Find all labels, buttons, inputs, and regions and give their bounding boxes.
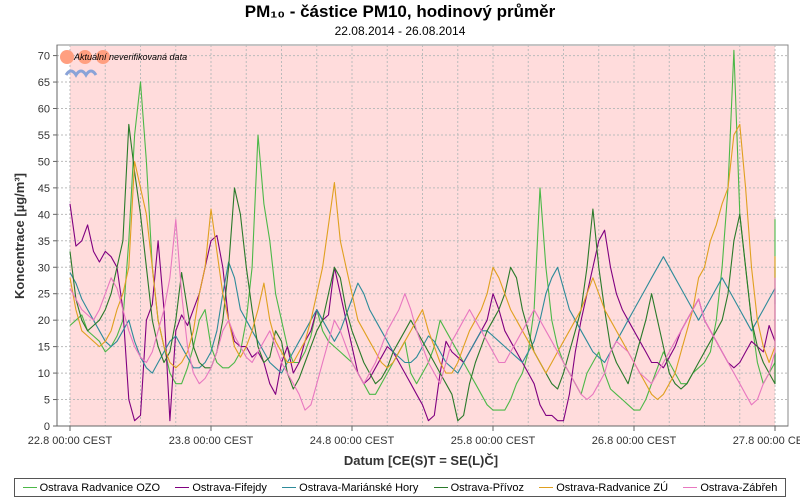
chart-plot: 0 5 10 15 20 25 30 35 40 45 50 55 60 65 70 22.8 00:00 C… [12, 44, 800, 468]
y-tick-label: 40 [38, 209, 50, 221]
x-tick-label: 23.8 00:00 CEST [169, 435, 254, 447]
legend-label: Ostrava-Fifejdy [192, 481, 267, 494]
series-line [69, 219, 776, 411]
wave-icon [64, 69, 98, 78]
legend-label: Ostrava-Přívoz [450, 481, 524, 494]
series-line [69, 123, 776, 401]
annotation-marker-3 [96, 50, 110, 64]
y-axis-title: Koncentrace [µg/m³] [12, 173, 27, 299]
legend: Ostrava Radvanice OZO Ostrava-Fifejdy Ostr… [14, 478, 786, 497]
series-line [69, 203, 776, 422]
series-line [69, 123, 776, 422]
legend-item: Ostrava Radvanice OZO [22, 481, 161, 494]
legend-label: Ostrava-Mariánské Hory [299, 481, 419, 494]
y-tick-label: 60 [38, 104, 50, 116]
legend-item: Ostrava-Radvanice ZÚ [539, 482, 668, 494]
y-tick-label: 50 [38, 156, 50, 168]
legend-swatch [175, 487, 190, 488]
series-lines [69, 49, 776, 422]
y-tick-label: 30 [38, 262, 50, 274]
x-tick-label: 24.8 00:00 CEST [310, 435, 395, 447]
y-tick-label: 70 [38, 51, 50, 63]
legend-label: Ostrava Radvanice OZO [39, 481, 161, 494]
legend-swatch [539, 487, 554, 488]
y-tick-label: 15 [38, 342, 50, 354]
legend-swatch [22, 487, 37, 488]
y-tick-label: 0 [44, 421, 50, 433]
y-tick-label: 55 [38, 130, 50, 142]
chart-subtitle: 22.08.2014 - 26.08.2014 [334, 24, 466, 38]
y-tick-label: 10 [38, 368, 50, 380]
y-tick-label: 25 [38, 289, 50, 301]
y-tick-label: 45 [38, 183, 50, 195]
axes: 0 5 10 15 20 25 30 35 40 45 50 55 60 65 70 22.8 00:00 C… [28, 45, 800, 447]
x-tick-label: 25.8 00:00 CEST [451, 435, 536, 447]
series-line [69, 256, 776, 374]
legend-swatch [433, 487, 448, 488]
annotation: Aktuální neverifikovaná data [60, 50, 187, 78]
x-axis-title: Datum [CE(S)T = SE(L)Č] [344, 453, 498, 468]
legend-label: Ostrava-Radvanice ZÚ [556, 481, 669, 494]
legend-item: Ostrava-Fifejdy [175, 482, 267, 494]
legend-swatch [282, 487, 297, 488]
legend-item: Ostrava-Přívoz [433, 481, 524, 494]
annotation-marker-1 [60, 50, 74, 64]
chart-title: PM₁₀ - částice PM10, hodinový průměr [244, 2, 556, 21]
x-tick-label: 26.8 00:00 CEST [592, 435, 677, 447]
legend-swatch [683, 487, 698, 488]
legend-label: Ostrava-Zábřeh [700, 481, 778, 494]
y-tick-label: 5 [44, 395, 50, 407]
series-line [69, 49, 776, 411]
x-tick-label: 27.8 00:00 CEST [733, 435, 800, 447]
legend-item: Ostrava-Zábřeh [683, 482, 777, 494]
x-tick-label: 22.8 00:00 CEST [28, 435, 113, 447]
annotation-text: Aktuální neverifikovaná data [73, 52, 187, 62]
y-tick-label: 35 [38, 236, 50, 248]
y-tick-label: 65 [38, 77, 50, 89]
legend-item: Ostrava-Mariánské Hory [282, 482, 418, 494]
annotation-marker-2 [78, 50, 92, 64]
y-tick-label: 20 [38, 315, 50, 327]
